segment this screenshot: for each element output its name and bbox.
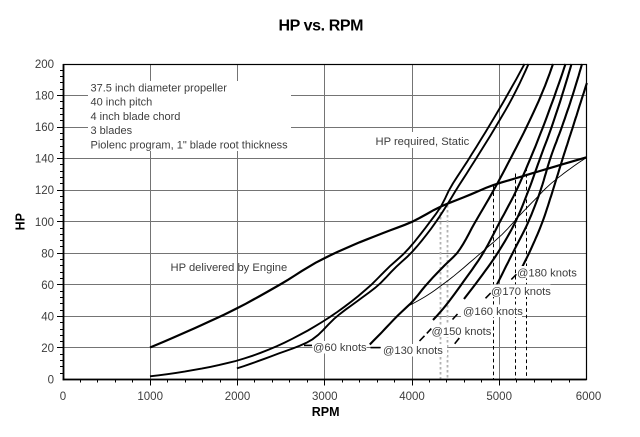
- svg-text:3 blades: 3 blades: [91, 125, 133, 137]
- svg-text:200: 200: [35, 59, 54, 71]
- svg-text:20: 20: [41, 343, 54, 355]
- svg-text:4000: 4000: [399, 391, 425, 403]
- svg-text:HP delivered by Engine: HP delivered by Engine: [171, 262, 288, 274]
- svg-text:40: 40: [41, 311, 54, 323]
- svg-text:@170 knots: @170 knots: [491, 286, 551, 298]
- svg-text:Piolenc program, 1" blade root: Piolenc program, 1" blade root thickness: [91, 139, 289, 151]
- svg-text:37.5 inch diameter propeller: 37.5 inch diameter propeller: [91, 83, 228, 95]
- svg-text:160: 160: [35, 122, 54, 134]
- svg-text:80: 80: [41, 248, 54, 260]
- svg-text:60: 60: [41, 280, 54, 292]
- svg-text:HP required, Static: HP required, Static: [376, 136, 470, 148]
- svg-text:6000: 6000: [576, 391, 602, 403]
- svg-text:5000: 5000: [486, 391, 512, 403]
- svg-text:140: 140: [35, 154, 54, 166]
- svg-text:HP: HP: [14, 213, 28, 230]
- svg-text:100: 100: [35, 217, 54, 229]
- svg-text:2000: 2000: [225, 391, 251, 403]
- svg-text:@160 knots: @160 knots: [463, 306, 523, 318]
- svg-text:0: 0: [60, 391, 66, 403]
- svg-text:@60 knots: @60 knots: [313, 342, 367, 354]
- svg-text:0: 0: [48, 375, 54, 387]
- svg-text:@130 knots: @130 knots: [383, 345, 443, 357]
- svg-text:120: 120: [35, 185, 54, 197]
- svg-text:@180 knots: @180 knots: [517, 268, 577, 280]
- svg-text:4 inch blade chord: 4 inch blade chord: [91, 111, 181, 123]
- svg-text:3000: 3000: [312, 391, 338, 403]
- svg-text:HP vs. RPM: HP vs. RPM: [278, 18, 363, 35]
- svg-text:180: 180: [35, 91, 54, 103]
- svg-text:1000: 1000: [137, 391, 163, 403]
- svg-text:RPM: RPM: [312, 405, 340, 419]
- svg-text:40 inch pitch: 40 inch pitch: [91, 97, 153, 109]
- svg-text:@150 knots: @150 knots: [432, 326, 492, 338]
